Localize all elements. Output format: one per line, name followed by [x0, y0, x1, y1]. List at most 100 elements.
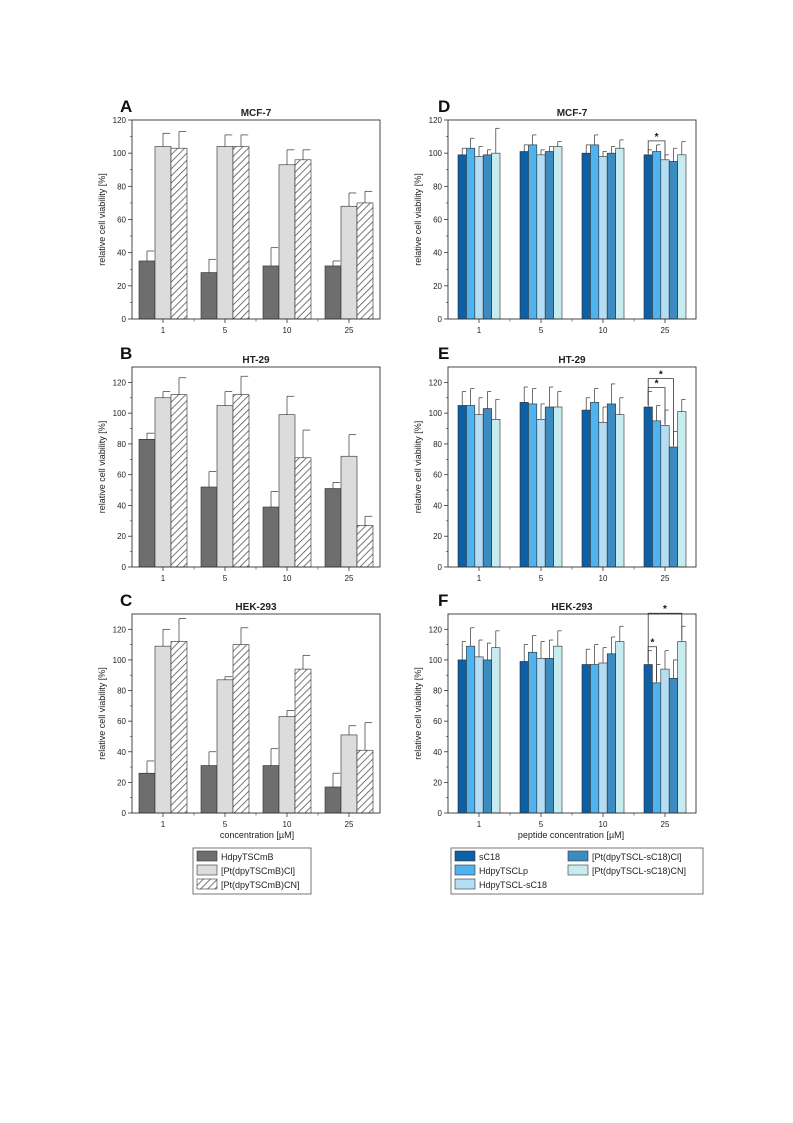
- bar-e-pt-dpytscl-sc18-cn-10: [615, 414, 625, 568]
- legend-swatch-pt-dpytscmb-cl: [196, 864, 218, 876]
- x-tick-label: 10: [283, 326, 292, 335]
- bar-c-pt-dpytscmb-cn-25: [356, 749, 374, 814]
- bar-e-sc18-25: [643, 406, 653, 568]
- y-tick-label: 100: [113, 656, 127, 665]
- bar-c-hdpytscmb-1: [138, 772, 156, 814]
- x-tick-label: 1: [161, 820, 166, 829]
- y-tick-label: 120: [429, 625, 443, 634]
- bar-c-pt-dpytscmb-cn-10: [294, 668, 312, 814]
- bar-c-hdpytscmb-10: [262, 765, 280, 814]
- y-tick-label: 80: [433, 182, 442, 191]
- legend-swatch-sc18: [454, 850, 476, 862]
- y-tick-label: 40: [117, 748, 126, 757]
- bar-a-pt-dpytscmb-cn-1: [170, 147, 188, 320]
- legend-left-frame: [192, 847, 312, 895]
- bar-e-hdpytscl-sc18-10: [598, 422, 608, 568]
- bar-d-sc18-10: [581, 152, 591, 320]
- y-tick-label: 120: [429, 116, 443, 125]
- bar-e-hdpytsclp-1: [466, 405, 476, 568]
- x-tick-label: 25: [345, 574, 354, 583]
- y-tick-label: 100: [113, 409, 127, 418]
- y-tick-label: 0: [122, 563, 127, 572]
- y-tick-label: 100: [429, 409, 443, 418]
- legend-label-pt-dpytscl-sc18-cl: [Pt(dpyTSCL-sC18)Cl]: [592, 852, 682, 862]
- bar-f-sc18-25: [643, 664, 653, 814]
- panel-f: F HEK-293 relative cell viability [%] 0 20 40…: [413, 591, 697, 829]
- bar-d-hdpytscl-sc18-1: [474, 156, 484, 320]
- panel-title: HEK-293: [551, 602, 593, 613]
- bar-b-pt-dpytscmb-cn-1: [170, 394, 188, 568]
- bar-f-pt-dpytscl-sc18-cl-1: [482, 659, 492, 814]
- x-tick-label: 25: [345, 326, 354, 335]
- legend-swatch-pt-dpytscl-sc18-cn: [567, 864, 589, 876]
- panel-letter-c: C: [120, 591, 132, 610]
- bar-b-pt-dpytscmb-cl-10: [278, 414, 296, 568]
- bar-d-pt-dpytscl-sc18-cn-10: [615, 147, 625, 320]
- bar-f-pt-dpytscl-sc18-cn-25: [677, 641, 687, 814]
- panel-title: HEK-293: [235, 602, 277, 613]
- bar-c-pt-dpytscmb-cn-1: [170, 641, 188, 814]
- bar-e-pt-dpytscl-sc18-cl-10: [606, 403, 616, 568]
- y-axis-label: relative cell viability [%]: [97, 173, 107, 266]
- bar-d-sc18-5: [519, 151, 529, 320]
- legend-right-frame: [450, 847, 704, 895]
- bar-f-hdpytsclp-10: [590, 664, 600, 814]
- bar-b-hdpytscmb-5: [200, 486, 218, 568]
- bar-a-pt-dpytscmb-cl-5: [216, 146, 234, 320]
- x-tick-label: 25: [661, 326, 670, 335]
- bar-f-pt-dpytscl-sc18-cn-5: [553, 645, 563, 814]
- legend-swatch-hdpytsclp: [454, 864, 476, 876]
- panel-a: A MCF-7 relative cell viability [%] 0 20 40 60…: [97, 97, 381, 335]
- bar-e-pt-dpytscl-sc18-cl-1: [482, 408, 492, 568]
- plot-frame: [131, 119, 381, 320]
- bar-e-hdpytsclp-5: [528, 403, 538, 568]
- plot-frame: [447, 366, 697, 568]
- y-tick-label: 0: [438, 563, 443, 572]
- right-x-axis-label: peptide concentration [µM]: [518, 830, 624, 840]
- y-tick-label: 120: [113, 378, 127, 387]
- panel-letter-a: A: [120, 97, 132, 116]
- bar-b-pt-dpytscmb-cl-5: [216, 405, 234, 568]
- bar-d-pt-dpytscl-sc18-cl-5: [544, 151, 554, 320]
- panels: A MCF-7 relative cell viability [%] 0 20 40 60…: [97, 97, 697, 829]
- plot-frame: [447, 119, 697, 320]
- x-tick-label: 1: [161, 326, 166, 335]
- bar-f-hdpytscl-sc18-25: [660, 668, 670, 814]
- bar-e-hdpytscl-sc18-25: [660, 425, 670, 568]
- bar-a-pt-dpytscmb-cl-1: [154, 146, 172, 320]
- bar-b-pt-dpytscmb-cl-1: [154, 397, 172, 568]
- bar-f-hdpytscl-sc18-1: [474, 656, 484, 814]
- bar-b-hdpytscmb-1: [138, 439, 156, 568]
- bar-f-pt-dpytscl-sc18-cn-10: [615, 641, 625, 814]
- bar-e-hdpytsclp-25: [652, 420, 662, 568]
- bar-a-pt-dpytscmb-cn-25: [356, 202, 374, 320]
- x-tick-label: 5: [539, 820, 544, 829]
- legend-label-pt-dpytscl-sc18-cn: [Pt(dpyTSCL-sC18)CN]: [592, 866, 686, 876]
- bar-f-sc18-5: [519, 661, 529, 814]
- bar-c-pt-dpytscmb-cl-25: [340, 734, 358, 814]
- bar-e-pt-dpytscl-sc18-cn-25: [677, 411, 687, 568]
- bar-e-hdpytscl-sc18-1: [474, 414, 484, 568]
- y-tick-label: 20: [433, 282, 442, 291]
- y-axis-label: relative cell viability [%]: [97, 667, 107, 760]
- x-tick-label: 5: [223, 326, 228, 335]
- bar-a-hdpytscmb-5: [200, 272, 218, 320]
- bar-d-hdpytsclp-10: [590, 144, 600, 320]
- y-tick-label: 20: [433, 778, 442, 787]
- y-tick-label: 20: [117, 778, 126, 787]
- bar-f-hdpytsclp-25: [652, 682, 662, 814]
- legend-label-pt-dpytscmb-cn: [Pt(dpyTSCmB)CN]: [221, 880, 300, 890]
- y-tick-label: 120: [429, 378, 443, 387]
- bar-a-pt-dpytscmb-cl-10: [278, 164, 296, 320]
- x-tick-label: 5: [539, 326, 544, 335]
- legend-swatch-hdpytscmb: [196, 850, 218, 862]
- x-tick-label: 1: [477, 820, 482, 829]
- y-tick-label: 60: [117, 471, 126, 480]
- x-tick-label: 1: [477, 574, 482, 583]
- x-tick-label: 5: [223, 820, 228, 829]
- panel-b: B HT-29 relative cell viability [%] 0 20 40 60…: [97, 344, 381, 583]
- panel-e: E HT-29 relative cell viability [%] 0 20 40 60…: [413, 344, 697, 583]
- y-tick-label: 40: [433, 249, 442, 258]
- y-tick-label: 20: [117, 282, 126, 291]
- panel-letter-f: F: [438, 591, 448, 610]
